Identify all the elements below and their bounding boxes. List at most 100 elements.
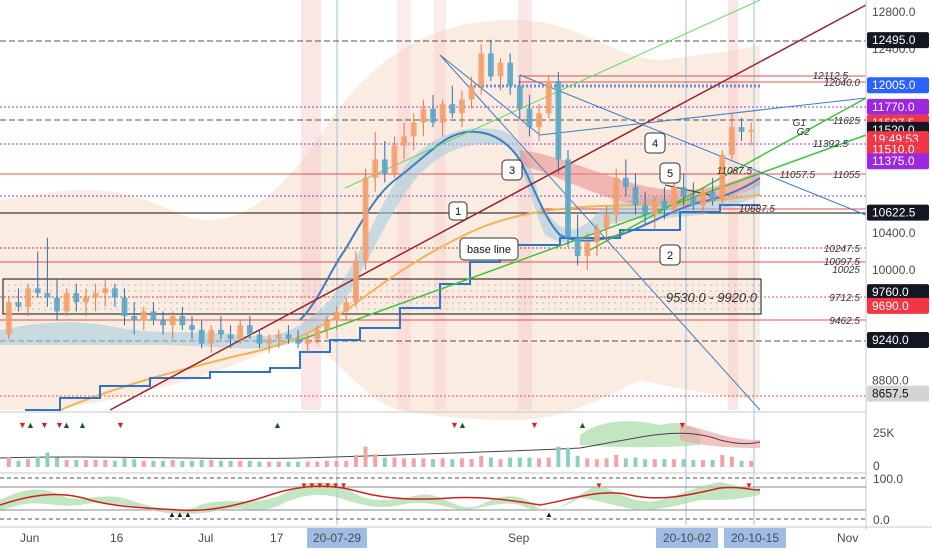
trendline-blue-2 xyxy=(519,74,867,216)
volume-bar xyxy=(575,455,580,467)
annotation-4-label: 4 xyxy=(652,138,658,150)
volume-bar xyxy=(286,461,291,467)
candle xyxy=(227,325,234,349)
signal-sell-marker: ▼ xyxy=(55,420,64,430)
x-label-17: 17 xyxy=(270,531,284,545)
level-label-11392: 11392.5 xyxy=(813,139,849,150)
signal-sell-marker: ▼ xyxy=(18,420,27,430)
osc-tick-100: 100.0 xyxy=(873,472,903,486)
candle xyxy=(642,191,649,224)
highlight-band-3 xyxy=(434,0,446,410)
signal-sell-marker: ▼ xyxy=(450,420,459,430)
candle xyxy=(487,39,494,82)
volume-bar xyxy=(623,458,628,467)
candle xyxy=(661,187,668,220)
price-tag-bg xyxy=(867,77,929,94)
signal-buy-marker: ▲ xyxy=(458,420,467,430)
candle xyxy=(285,325,292,344)
candle xyxy=(410,113,417,151)
volume-bar xyxy=(83,460,88,467)
candle xyxy=(189,316,195,340)
signal-sell-marker: ▼ xyxy=(116,420,125,430)
volume-bar xyxy=(749,460,754,467)
candle xyxy=(15,288,22,312)
candle xyxy=(111,283,118,307)
annotation-2-label: 2 xyxy=(667,250,673,262)
candle xyxy=(381,140,388,183)
volume-bar xyxy=(55,457,60,467)
volume-bar xyxy=(508,457,513,467)
candle xyxy=(536,104,542,141)
candle xyxy=(729,113,735,160)
volume-bar xyxy=(93,460,98,467)
volume-bar xyxy=(739,460,744,467)
osc-buy-marker: ▲ xyxy=(545,510,553,519)
level-label-10687: 10687.5 xyxy=(739,204,776,215)
volume-bar xyxy=(6,457,11,467)
volume-bar xyxy=(402,458,407,467)
volume-bar xyxy=(363,446,368,467)
volume-bar xyxy=(45,452,50,467)
volume-bar xyxy=(594,459,599,467)
candle xyxy=(246,316,253,340)
volume-bar xyxy=(566,447,570,467)
candle xyxy=(353,251,359,307)
x-label-bg-1015 xyxy=(724,528,786,548)
volume-bar xyxy=(180,460,185,467)
price-tag-bg xyxy=(867,331,929,348)
candle xyxy=(275,329,282,349)
volume-bar xyxy=(643,459,648,467)
price-tag: 8657.5 xyxy=(867,385,929,402)
candle xyxy=(651,196,658,229)
price-tag-bg xyxy=(867,98,929,115)
candle xyxy=(545,76,552,118)
volume-bar xyxy=(672,459,677,467)
trendline-green-long xyxy=(299,134,867,341)
candle xyxy=(603,205,610,243)
volume-bar xyxy=(681,459,686,467)
candle xyxy=(690,182,697,211)
candle xyxy=(622,159,629,197)
annotation-3: 3 xyxy=(501,159,523,181)
candle xyxy=(565,150,571,247)
osc-sell-marker: ▼ xyxy=(595,481,603,490)
volume-bar xyxy=(16,460,21,467)
price-ticks: 12800.0 12400.0 10400.0 10000.0 8800.0 xyxy=(872,5,916,388)
price-tag-label: 11375.0 xyxy=(872,154,915,168)
candle xyxy=(497,58,504,91)
highlight-band-4 xyxy=(518,0,532,410)
candle xyxy=(391,136,398,178)
candle xyxy=(102,279,109,307)
trendline-blue-4 xyxy=(539,97,867,136)
price-tag-bg xyxy=(867,284,929,301)
volume-bar xyxy=(103,460,108,467)
candle xyxy=(63,288,70,317)
volume-bar xyxy=(257,461,262,467)
level-label-g1: G1 xyxy=(793,118,806,129)
volume-tick-0: 0 xyxy=(873,459,880,473)
volume-bar xyxy=(662,459,667,467)
x-label-20-07-29: 20-07-29 xyxy=(313,531,361,545)
candle xyxy=(73,283,80,312)
x-axis[interactable]: Jun 16 Jul 17 20-07-29 Sep 20-10-02 20-1… xyxy=(0,526,932,548)
signal-buy-marker: ▲ xyxy=(78,420,87,430)
level-label-10247: 10247.5 xyxy=(824,244,861,255)
price-tags: 12495.012005.011770.011597.511520.019:49… xyxy=(867,32,929,402)
candle xyxy=(5,297,12,340)
x-label-nov: Nov xyxy=(837,531,858,545)
osc-cloud xyxy=(0,482,760,515)
price-axis[interactable]: 12800.0 12400.0 10400.0 10000.0 8800.0 1… xyxy=(865,0,932,530)
candle xyxy=(420,99,427,137)
level-label-10097: 10097.5 xyxy=(824,257,861,268)
price-tag-bg xyxy=(867,385,929,402)
osc-red-line xyxy=(0,485,761,512)
candle xyxy=(140,306,147,330)
x-label-jul: Jul xyxy=(198,531,213,545)
candle xyxy=(266,334,273,353)
candle xyxy=(208,325,215,353)
volume-bar xyxy=(652,459,657,467)
osc-sell-markers: ▼▼▼▼▼▼ xyxy=(300,481,348,490)
oscillator-panel: ▼▼▼▼▼▼ ▲▲▲ ▼ ▲ ▼ 100.0 0.0 xyxy=(0,472,903,527)
candle xyxy=(54,279,60,321)
